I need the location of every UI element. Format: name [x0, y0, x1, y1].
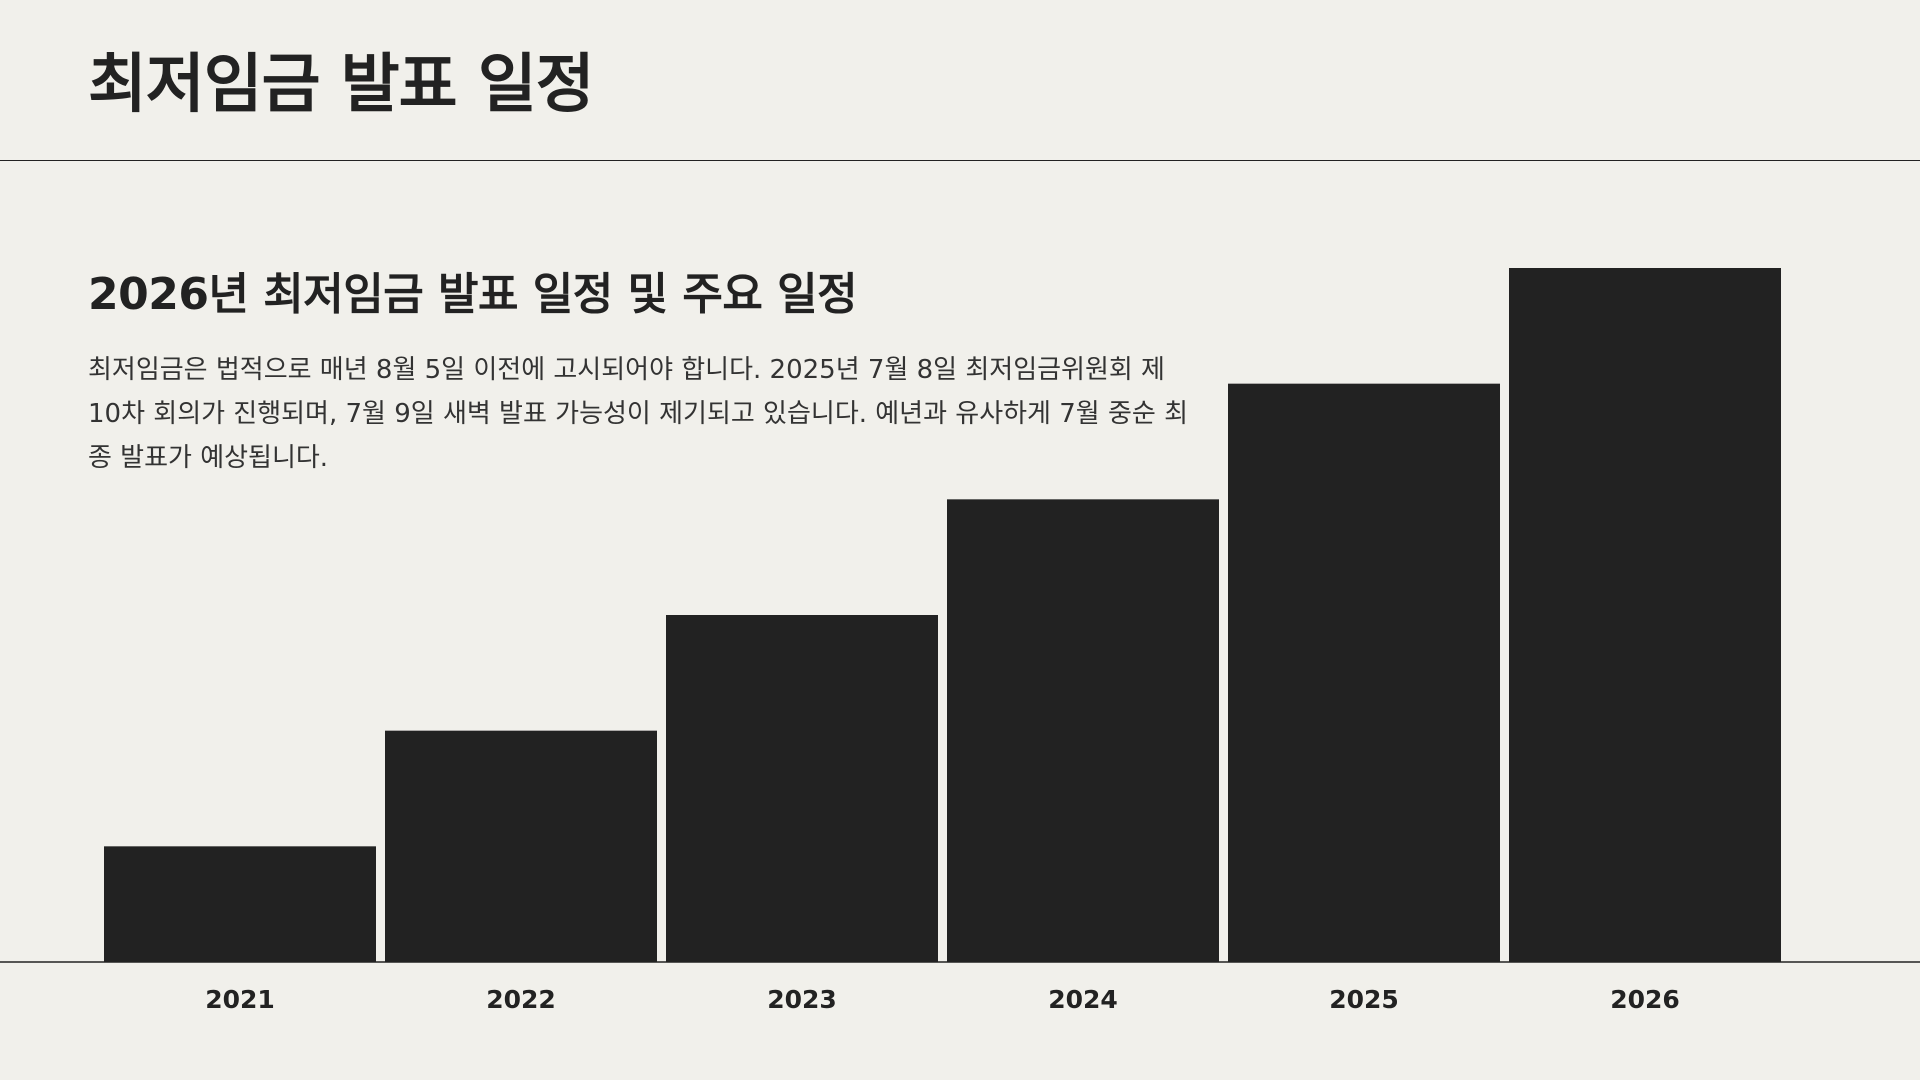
bar-group [104, 268, 1781, 963]
x-tick-label-2026: 2026 [1610, 985, 1680, 1014]
bar-2023 [666, 615, 938, 962]
section-heading: 2026년 최저임금 발표 일정 및 주요 일정 [88, 269, 858, 320]
bar-2026 [1509, 268, 1781, 962]
section-description: 최저임금은 법적으로 매년 8월 5일 이전에 고시되어야 합니다. 2025년… [88, 355, 1188, 473]
bar-2022 [385, 730, 657, 962]
x-tick-label-2023: 2023 [767, 985, 837, 1014]
bar-2021 [104, 846, 376, 962]
x-tick-label-2025: 2025 [1329, 985, 1399, 1014]
x-tick-label-2022: 2022 [486, 985, 556, 1014]
bar-2024 [947, 499, 1219, 962]
page-title: 최저임금 발표 일정 [88, 48, 595, 122]
x-axis-tick-labels: 2021 2022 2023 2024 2025 2026 [205, 985, 1680, 1014]
header-divider [0, 160, 1920, 161]
x-tick-label-2024: 2024 [1048, 985, 1118, 1014]
bar-2025 [1228, 383, 1500, 963]
x-tick-label-2021: 2021 [205, 985, 275, 1014]
